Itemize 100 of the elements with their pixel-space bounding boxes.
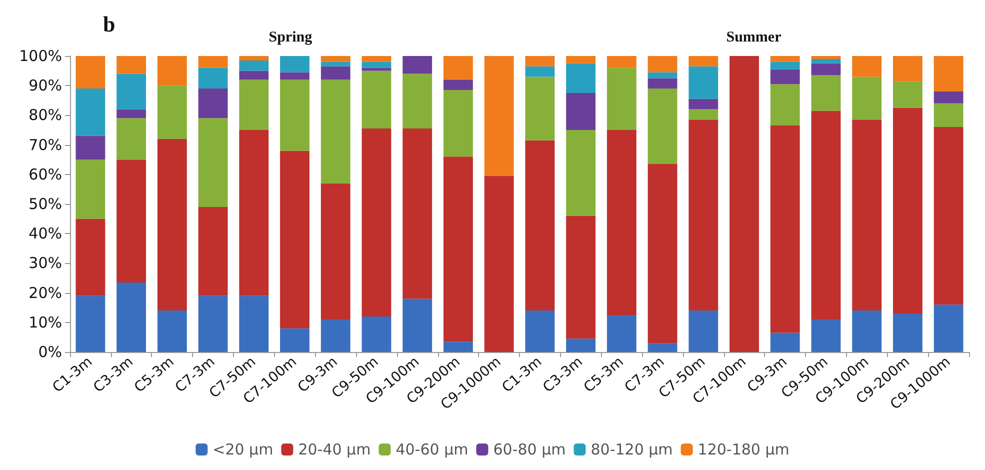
bar (362, 56, 392, 62)
bar (157, 86, 187, 139)
bar (566, 130, 596, 216)
bar (198, 56, 228, 68)
bar (934, 56, 964, 92)
legend-label: 120-180 µm (698, 440, 790, 458)
bar (648, 72, 678, 78)
y-tick-label: 70% (28, 136, 62, 154)
bar (606, 315, 636, 352)
legend-label: 20-40 µm (298, 440, 371, 458)
bar (402, 128, 432, 299)
bar (320, 66, 350, 80)
bar (362, 70, 392, 129)
bar (76, 218, 106, 296)
bar (566, 63, 596, 93)
y-tick-label: 10% (28, 313, 62, 332)
bar (443, 90, 473, 157)
bar (566, 56, 596, 64)
bar (811, 58, 841, 64)
bar (688, 120, 718, 311)
bar (688, 56, 718, 66)
bar (443, 156, 473, 342)
bar (730, 56, 759, 352)
bar (892, 314, 922, 352)
bar (852, 310, 882, 352)
bar (116, 118, 146, 160)
bar (525, 310, 555, 352)
bar (76, 88, 106, 136)
bar (484, 176, 514, 352)
legend-label: 80-120 µm (590, 440, 673, 458)
y-tick-label: 80% (28, 106, 62, 124)
bar (402, 298, 432, 352)
y-tick-label: 40% (28, 224, 62, 243)
bar (116, 56, 146, 74)
bar (648, 88, 678, 164)
bar (811, 56, 841, 59)
bar (280, 80, 310, 151)
bar (116, 74, 146, 110)
bar (688, 66, 718, 99)
bar (443, 342, 473, 352)
bar (566, 216, 596, 339)
bar (280, 72, 310, 80)
y-tick-label: 0% (38, 343, 62, 361)
y-tick-label: 20% (28, 284, 62, 302)
bar (280, 328, 310, 352)
bar (198, 68, 228, 89)
bar (892, 108, 922, 314)
chart-title: b (103, 12, 116, 36)
bar (606, 68, 636, 130)
bar (566, 338, 596, 352)
legend-label: 60-80 µm (493, 440, 566, 458)
bar (934, 304, 964, 352)
bar (76, 296, 106, 352)
bar (648, 56, 678, 72)
bar (116, 160, 146, 282)
bar (770, 332, 800, 352)
bar (688, 310, 718, 352)
bar (157, 138, 187, 311)
y-tick-label: 100% (19, 47, 62, 65)
bar (76, 136, 106, 160)
bar (770, 69, 800, 84)
bar (239, 56, 269, 60)
bar (934, 127, 964, 305)
bar (198, 206, 228, 296)
bar (648, 164, 678, 344)
bar (239, 60, 269, 71)
y-tick-label: 90% (28, 76, 62, 95)
bar (198, 296, 228, 352)
bar (770, 84, 800, 126)
bar (320, 56, 350, 62)
bar (688, 109, 718, 120)
bar (198, 118, 228, 207)
bar (525, 66, 555, 77)
bar (852, 76, 882, 120)
bar (239, 130, 269, 296)
bar (606, 56, 636, 68)
bar (116, 109, 146, 118)
text: Spring (268, 30, 313, 46)
bar (525, 140, 555, 311)
legend-label: <20 µm (212, 440, 274, 458)
bar (239, 70, 269, 80)
bar (280, 150, 310, 328)
text: Summer (726, 30, 782, 46)
bar (525, 56, 555, 66)
bar (811, 63, 841, 76)
bar (320, 319, 350, 352)
y-tick-label: 30% (28, 254, 62, 272)
bar (934, 92, 964, 104)
bar (239, 296, 269, 352)
y-tick-label: 50% (28, 195, 62, 213)
bar (76, 160, 106, 219)
bar (116, 282, 146, 352)
bar (402, 74, 432, 129)
bar (606, 130, 636, 315)
bar (157, 56, 187, 86)
bar (892, 56, 922, 82)
bar (770, 62, 800, 70)
bar (362, 68, 392, 71)
bar (648, 78, 678, 89)
bar (770, 56, 800, 62)
